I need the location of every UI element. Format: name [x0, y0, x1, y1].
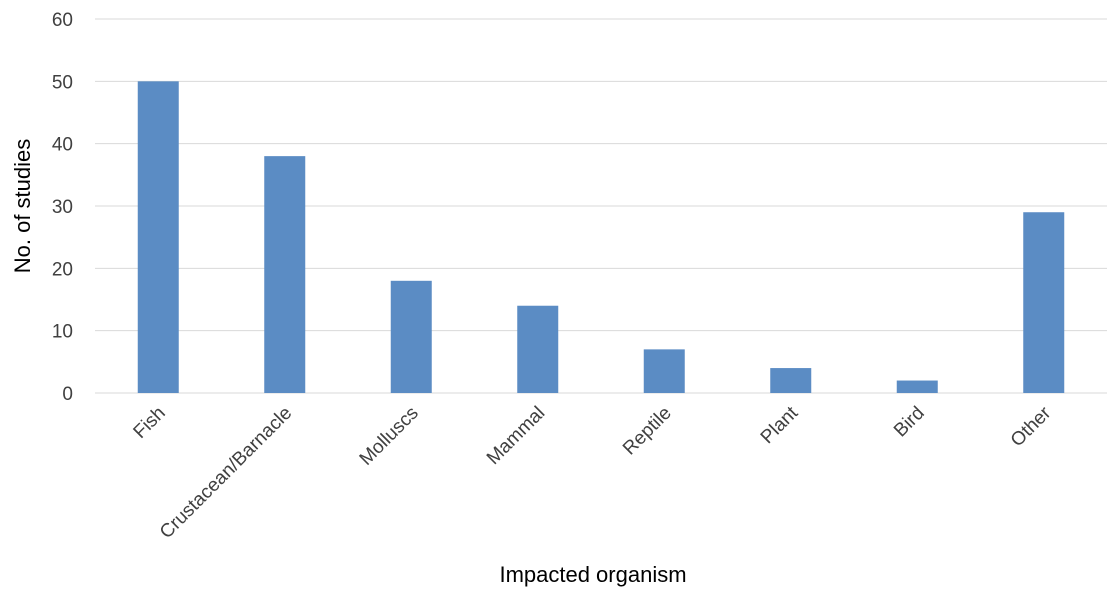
y-tick-label: 30	[52, 197, 73, 218]
y-axis-title: No. of studies	[10, 139, 35, 274]
bar-reptile	[643, 349, 685, 393]
bar-plant	[770, 368, 812, 393]
bar-other	[1023, 212, 1065, 393]
y-tick-label: 0	[62, 384, 73, 405]
x-axis-title: Impacted organism	[499, 562, 686, 587]
y-tick-label: 40	[52, 135, 73, 156]
y-tick-label: 10	[52, 322, 73, 343]
x-tick-label: Bird	[890, 403, 929, 442]
y-tick-label: 50	[52, 72, 73, 93]
gridlines	[95, 18, 1107, 394]
x-tick-label: Mammal	[483, 403, 549, 469]
x-tick-label: Crustacean/Barnacle	[156, 403, 296, 543]
bar-molluscs	[390, 280, 432, 393]
y-tick-label: 20	[52, 259, 73, 280]
bars	[137, 81, 1065, 393]
x-tick-label: Fish	[130, 403, 170, 443]
x-tick-label: Molluscs	[356, 403, 423, 470]
x-tick-label: Plant	[757, 402, 803, 448]
x-tick-label: Other	[1007, 402, 1056, 451]
bar-fish	[137, 81, 179, 393]
bar-bird	[896, 380, 938, 393]
y-tick-label: 60	[52, 10, 73, 31]
y-axis-ticks: 0 10 20 30 40 50 60	[52, 10, 73, 405]
bar-crustacean-barnacle	[264, 156, 306, 393]
bar-mammal	[517, 305, 559, 393]
x-tick-label: Reptile	[619, 403, 676, 460]
